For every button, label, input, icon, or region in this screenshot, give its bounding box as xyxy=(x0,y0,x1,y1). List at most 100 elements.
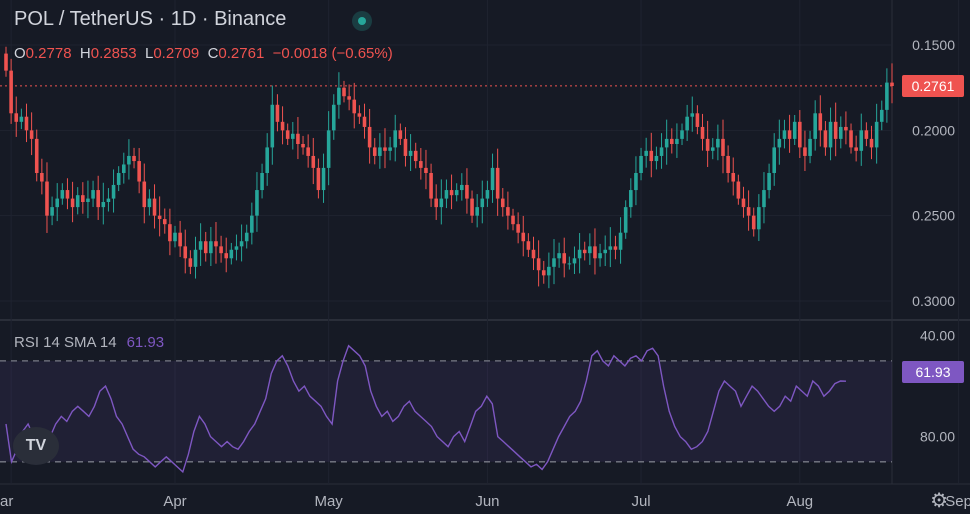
current-rsi-label: 61.93 xyxy=(902,361,964,383)
time-tick-label: Apr xyxy=(163,493,186,510)
candle-body xyxy=(726,155,730,173)
candle-body xyxy=(291,133,295,139)
candle-body xyxy=(352,99,357,114)
candle-body xyxy=(342,87,346,97)
candle-body xyxy=(470,198,474,216)
time-tick-label: Jul xyxy=(631,493,650,510)
candle-body xyxy=(465,184,469,199)
candle-body xyxy=(864,130,869,139)
candle-body xyxy=(495,167,500,199)
candle-body xyxy=(45,181,49,216)
candle-body xyxy=(106,198,111,202)
price-tick-label: 0.1500 xyxy=(912,37,955,53)
candle-body xyxy=(562,253,567,264)
candle-body xyxy=(639,155,643,173)
candle-body xyxy=(623,207,628,233)
candle-body xyxy=(782,130,787,139)
rsi-legend[interactable]: RSI 14 SMA 14 61.93 xyxy=(14,334,164,351)
candle-body xyxy=(613,246,618,250)
candle-body xyxy=(209,241,213,254)
candle-body xyxy=(567,263,572,265)
candle-body xyxy=(255,190,259,216)
candle-body xyxy=(147,198,152,208)
candle-body xyxy=(393,130,398,148)
candle-body xyxy=(244,232,249,242)
candle-body xyxy=(792,121,797,139)
candle-body xyxy=(152,198,157,216)
candle-body xyxy=(603,249,607,254)
price-tick-label: 0.2000 xyxy=(912,122,955,138)
price-axis: 0.3000 0.2500 0.2000 0.1500 xyxy=(912,37,955,309)
candle-body xyxy=(137,161,141,182)
candle-body xyxy=(413,150,418,162)
candle-body xyxy=(234,246,239,250)
candle-body xyxy=(357,113,362,117)
candle-body xyxy=(91,190,95,199)
time-tick-label: Jun xyxy=(475,493,499,510)
candle-body xyxy=(157,215,162,220)
candle-body xyxy=(869,138,874,148)
candle-body xyxy=(285,130,290,139)
candle-body xyxy=(116,173,121,185)
candle-body xyxy=(229,249,234,259)
candle-body xyxy=(772,147,777,173)
candle-body xyxy=(326,130,331,168)
tradingview-logo-icon[interactable]: TV xyxy=(13,427,59,465)
candle-body xyxy=(746,207,751,216)
low-key: L xyxy=(144,45,154,62)
candle-body xyxy=(449,190,454,196)
candle-body xyxy=(173,232,177,242)
rsi-tick-label: 80.00 xyxy=(920,429,955,445)
candle-body xyxy=(311,155,316,168)
candle-body xyxy=(55,198,60,208)
candle-body xyxy=(50,207,54,216)
candle-body xyxy=(460,184,464,191)
candle-body xyxy=(536,258,541,271)
candle-body xyxy=(188,258,193,267)
candle-body xyxy=(250,215,254,233)
candle-body xyxy=(813,113,817,139)
candle-body xyxy=(588,246,592,254)
candle-body xyxy=(705,138,710,151)
rsi-axis: 80.00 40.00 xyxy=(920,328,955,445)
candle-body xyxy=(690,113,695,117)
candle-body xyxy=(24,116,29,131)
rsi-line xyxy=(5,344,847,474)
gear-icon[interactable]: ⚙ xyxy=(930,490,948,512)
candle-body xyxy=(859,130,864,151)
high-value: 0.2853 xyxy=(90,45,137,62)
candle-body xyxy=(19,116,24,122)
candle-body xyxy=(644,150,648,156)
candle-body xyxy=(434,198,438,208)
candle-body xyxy=(60,190,65,199)
candle-body xyxy=(383,147,387,151)
candle-body xyxy=(547,266,551,276)
candle-body xyxy=(480,198,485,208)
rsi-band-fill xyxy=(0,360,892,462)
candle-body xyxy=(260,173,264,191)
candle-body xyxy=(598,253,602,259)
time-tick-label: May xyxy=(314,493,343,510)
candle-body xyxy=(500,198,505,208)
candle-body xyxy=(111,184,116,199)
candle-body xyxy=(14,113,19,122)
candle-body xyxy=(424,167,428,173)
time-axis: ar Apr May Jun Jul Aug Sep xyxy=(0,493,970,510)
candle-body xyxy=(833,121,838,139)
candle-body xyxy=(429,173,433,199)
change-value: −0.0018 (−0.65%) xyxy=(272,45,393,62)
symbol-title[interactable]: POL / TetherUS · 1D · Binance xyxy=(14,8,287,30)
candle-body xyxy=(101,202,106,208)
candle-body xyxy=(879,109,884,122)
candle-body xyxy=(444,190,449,199)
candlestick-series xyxy=(4,46,894,289)
candle-body xyxy=(34,138,39,173)
candle-body xyxy=(506,207,510,216)
candle-body xyxy=(198,241,203,250)
candle-body xyxy=(798,121,802,148)
candle-body xyxy=(490,167,495,191)
open-key: O xyxy=(14,45,26,62)
candle-body xyxy=(347,96,351,100)
candle-body xyxy=(81,195,85,202)
